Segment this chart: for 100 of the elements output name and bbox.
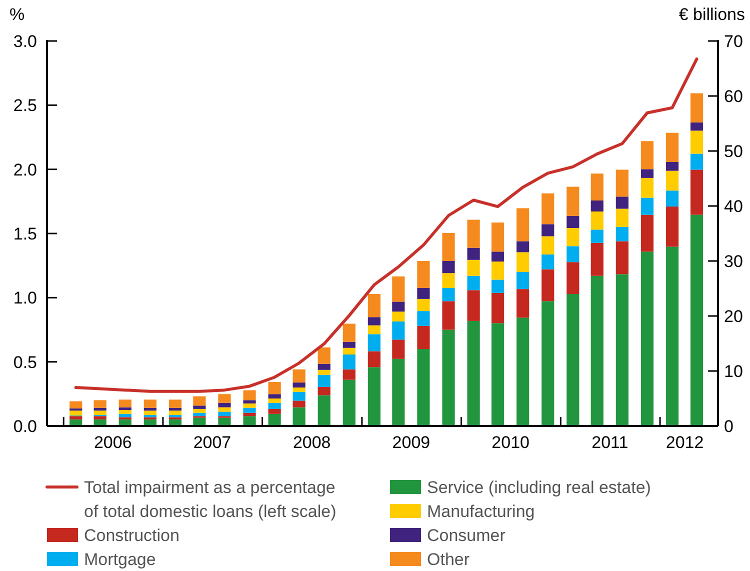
x-tick-label: 2008 [292,433,331,452]
bar [640,141,654,170]
bar [690,130,704,154]
bar [243,412,256,416]
bar [640,214,654,252]
bar [218,394,231,403]
bar [94,400,106,408]
bar [144,400,156,408]
bar [590,174,604,200]
bar [342,380,356,426]
bar [70,401,82,408]
bar [243,403,256,408]
bar [467,320,480,426]
bar [542,224,554,236]
bar [640,178,654,198]
bar [218,412,231,416]
y-tick-label: 2.5 [13,96,37,116]
bar [342,348,356,354]
bar [442,330,455,426]
bar [218,402,231,408]
bar [342,342,356,348]
bar [392,340,405,359]
bar [590,212,604,230]
bar [690,154,704,170]
bar [442,261,455,274]
y2-tick-label: 0 [724,416,734,436]
bar [318,374,330,387]
bar [292,369,306,383]
y2-tick-label: 10 [724,362,743,381]
bar [342,324,356,342]
bar [193,406,206,409]
bar [491,252,504,262]
bar [516,318,530,426]
bar [268,414,281,426]
bar [243,390,256,400]
bar [590,242,604,276]
bar [292,407,306,426]
bar [666,246,679,426]
bar [243,416,256,426]
bar [666,132,679,162]
bar [368,367,380,426]
bar [368,294,380,318]
bar [94,416,106,420]
bar [516,252,530,272]
bar [417,298,430,312]
bar [640,198,654,215]
bar [542,301,554,426]
bar [268,394,281,398]
bar [690,122,704,131]
bar [94,408,106,411]
x-tick-label: 2012 [666,433,704,452]
bar [368,334,380,352]
bar [590,276,604,426]
bar [118,400,132,408]
y2-tick-label: 30 [724,252,743,271]
y-axis-title: % [9,5,25,24]
bar [292,392,306,401]
legend-label: Service (including real estate) [427,478,651,497]
bar [193,408,206,413]
bar [542,269,554,302]
bar [368,317,380,326]
bar [542,236,554,254]
bar [168,410,182,415]
bar [417,288,430,299]
y-tick-label: 2.0 [13,160,37,180]
bar [94,410,106,415]
line-series [74,57,698,393]
bar [70,416,82,420]
bar [516,208,530,242]
bar [417,349,430,426]
bar [243,408,256,413]
bar [666,206,679,247]
bar [392,322,405,340]
y-tick-label: 1.5 [13,224,37,244]
y2-tick-label: 40 [724,196,743,216]
bar [690,93,704,122]
bar [392,276,405,302]
bar [491,222,504,252]
bar [566,216,580,228]
bar [666,190,679,207]
bar [666,162,679,171]
bar [318,370,330,375]
bar [442,288,455,302]
bar [368,351,380,368]
bar [70,410,82,416]
bar [442,273,455,288]
bar [590,230,604,243]
legend-label: Total impairment as a percentage of total domestic loans (left scale) [84,478,336,521]
bar [467,260,480,276]
bar [318,386,330,396]
legend-label: Construction [84,526,180,545]
bar [666,170,679,191]
y2-tick-label: 60 [724,86,743,106]
bar [268,402,281,409]
bar [467,220,480,248]
bar [491,262,504,280]
y2-tick-label: 70 [724,32,743,51]
bar [616,226,628,242]
bar [218,407,231,412]
y2-tick-label: 20 [724,306,743,326]
